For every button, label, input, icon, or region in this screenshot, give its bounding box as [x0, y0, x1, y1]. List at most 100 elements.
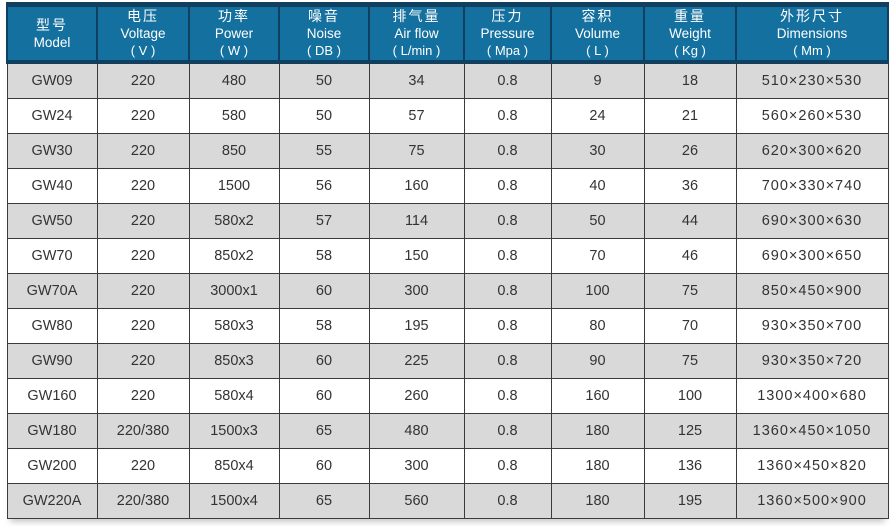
value-cell: 160 — [550, 378, 645, 414]
value-cell: 850x2 — [188, 238, 280, 274]
value-cell: 580x3 — [188, 308, 280, 344]
value-cell: 50 — [278, 61, 370, 99]
value-cell: 56 — [278, 168, 370, 204]
model-cell: GW24 — [6, 98, 98, 134]
header-label-unit: ( Mpa ) — [486, 42, 529, 58]
table-row: GW70A 220 3000x1 60 300 0.8 100 75 850×450×900 — [6, 273, 889, 309]
table-row: GW180 220/380 1500x3 65 480 0.8 180 125 1360×450… — [6, 413, 889, 449]
value-cell: 150 — [368, 238, 465, 274]
model-cell: GW80 — [6, 308, 98, 344]
header-label-unit: ( V ) — [130, 42, 156, 58]
table-row: GW90 220 850x3 60 225 0.8 90 75 930×350×720 — [6, 343, 889, 379]
value-cell: 1300×400×680 — [735, 378, 889, 414]
value-cell: 80 — [550, 308, 645, 344]
model-cell: GW180 — [6, 413, 98, 449]
value-cell: 114 — [368, 203, 465, 239]
value-cell: 180 — [550, 413, 645, 449]
value-cell: 220 — [96, 168, 190, 204]
column-header-air-flow: 排气量 Air flow( L/min ) — [368, 2, 465, 64]
header-label-en: Weight — [669, 26, 711, 42]
value-cell: 195 — [368, 308, 465, 344]
value-cell: 60 — [278, 273, 370, 309]
value-cell: 0.8 — [463, 343, 552, 379]
column-header-noise: 噪音 Noise( DB ) — [278, 2, 370, 64]
value-cell: 300 — [368, 273, 465, 309]
model-cell: GW70A — [6, 273, 98, 309]
value-cell: 46 — [643, 238, 737, 274]
value-cell: 55 — [278, 133, 370, 169]
value-cell: 0.8 — [463, 168, 552, 204]
value-cell: 58 — [278, 238, 370, 274]
value-cell: 580 — [188, 98, 280, 134]
value-cell: 1500 — [188, 168, 280, 204]
column-header-dimensions: 外形尺寸 Dimensions( Mm ) — [735, 2, 889, 64]
header-label-en: Noise — [306, 26, 342, 42]
table-row: GW40 220 1500 56 160 0.8 40 36 700×330×740 — [6, 168, 889, 204]
value-cell: 930×350×700 — [735, 308, 889, 344]
value-cell: 75 — [643, 273, 737, 309]
value-cell: 30 — [550, 133, 645, 169]
value-cell: 220 — [96, 133, 190, 169]
value-cell: 60 — [278, 343, 370, 379]
header-label-en: Pressure — [480, 26, 535, 42]
value-cell: 220 — [96, 203, 190, 239]
value-cell: 65 — [278, 413, 370, 449]
header-label-unit: ( L ) — [586, 42, 609, 58]
value-cell: 21 — [643, 98, 737, 134]
value-cell: 36 — [643, 168, 737, 204]
header-label-en: Model — [33, 34, 71, 50]
table-row: GW30 220 850 55 75 0.8 30 26 620×300×620 — [6, 133, 889, 169]
value-cell: 690×300×630 — [735, 203, 889, 239]
value-cell: 260 — [368, 378, 465, 414]
column-header-voltage: 电压 Voltage( V ) — [96, 2, 190, 64]
value-cell: 0.8 — [463, 483, 552, 519]
model-cell: GW09 — [6, 61, 98, 99]
value-cell: 510×230×530 — [735, 61, 889, 99]
model-cell: GW50 — [6, 203, 98, 239]
header-label-cn: 电压 — [127, 8, 159, 25]
spec-table: 型号 Model 电压 Voltage( V ) 功率 Power( W ) 噪音 Noise… — [6, 2, 889, 519]
value-cell: 850×450×900 — [735, 273, 889, 309]
value-cell: 44 — [643, 203, 737, 239]
header-label-cn: 压力 — [491, 8, 524, 25]
value-cell: 220 — [96, 273, 190, 309]
model-cell: GW200 — [6, 448, 98, 484]
value-cell: 60 — [278, 448, 370, 484]
model-cell: GW160 — [6, 378, 98, 414]
value-cell: 560 — [368, 483, 465, 519]
value-cell: 220 — [96, 308, 190, 344]
value-cell: 34 — [368, 61, 465, 99]
value-cell: 225 — [368, 343, 465, 379]
table-row: GW70 220 850x2 58 150 0.8 70 46 690×300×650 — [6, 238, 889, 274]
value-cell: 50 — [278, 98, 370, 134]
table-row: GW09 220 480 50 34 0.8 9 18 510×230×530 — [6, 61, 889, 99]
header-label-en: Voltage — [120, 26, 166, 42]
value-cell: 50 — [550, 203, 645, 239]
value-cell: 1360×450×820 — [735, 448, 889, 484]
value-cell: 480 — [368, 413, 465, 449]
value-cell: 180 — [550, 448, 645, 484]
header-label-cn: 外形尺寸 — [780, 8, 844, 25]
value-cell: 560×260×530 — [735, 98, 889, 134]
model-cell: GW220A — [6, 483, 98, 519]
value-cell: 75 — [368, 133, 465, 169]
column-header-weight: 重量 Weight( Kg ) — [643, 2, 737, 64]
header-label-en: Air flow — [394, 26, 439, 42]
value-cell: 70 — [643, 308, 737, 344]
value-cell: 0.8 — [463, 448, 552, 484]
value-cell: 9 — [550, 61, 645, 99]
value-cell: 580x2 — [188, 203, 280, 239]
value-cell: 690×300×650 — [735, 238, 889, 274]
model-cell: GW30 — [6, 133, 98, 169]
header-label-cn: 容积 — [581, 8, 614, 25]
value-cell: 300 — [368, 448, 465, 484]
table-row: GW200 220 850x4 60 300 0.8 180 136 1360×450×820 — [6, 448, 889, 484]
header-label-en: Dimensions — [776, 26, 848, 42]
value-cell: 220 — [96, 448, 190, 484]
value-cell: 220 — [96, 98, 190, 134]
value-cell: 58 — [278, 308, 370, 344]
column-header-pressure: 压力 Pressure( Mpa ) — [463, 2, 552, 64]
value-cell: 180 — [550, 483, 645, 519]
value-cell: 40 — [550, 168, 645, 204]
header-label-unit: ( Kg ) — [674, 42, 706, 58]
